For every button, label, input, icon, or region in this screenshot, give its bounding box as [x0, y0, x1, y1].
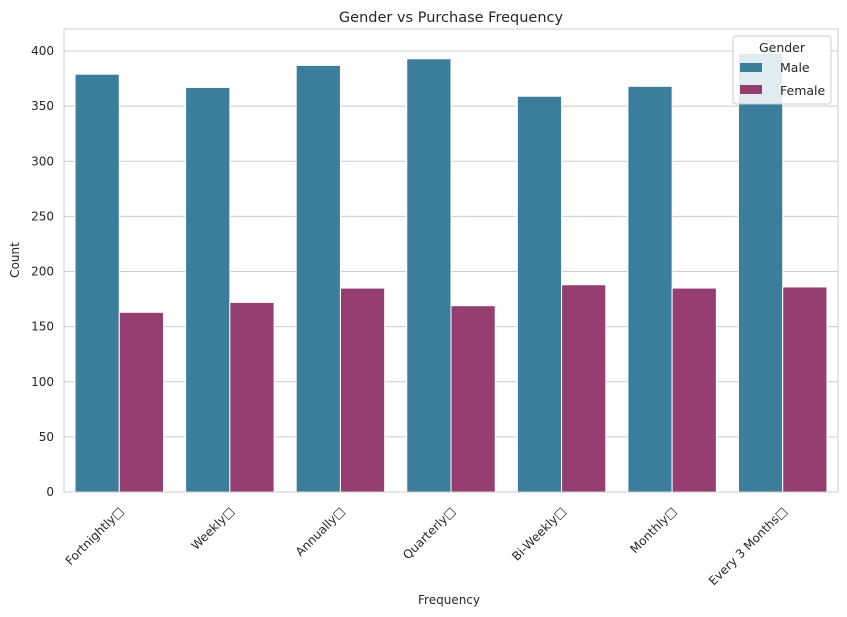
x-tick-label: Weekly□	[188, 504, 237, 553]
bar-female-2	[229, 301, 275, 493]
bar-male-3	[295, 64, 341, 493]
bar-male-5	[516, 95, 563, 493]
bar-male-1	[74, 73, 120, 493]
bar-female-4	[450, 305, 496, 493]
bar-male-2	[185, 86, 231, 493]
y-tick-label: 250	[31, 209, 54, 223]
bar-female-7	[782, 286, 828, 493]
legend-title: Gender	[759, 40, 806, 55]
legend-label-female: Female	[780, 83, 826, 98]
x-tick-label: Fortnightly□	[63, 504, 127, 568]
x-tick-label: Every 3 Months□	[706, 504, 790, 588]
y-axis-title: Count	[8, 242, 22, 278]
y-tick-label: 400	[31, 44, 54, 58]
y-tick-label: 150	[31, 320, 54, 334]
x-tick-label: Monthly□	[627, 504, 679, 556]
x-tick-labels: Fortnightly□ Weekly□ Annually□ Quarterly□ Bi…	[63, 504, 790, 588]
y-tick-label: 350	[31, 99, 54, 113]
x-tick-label: Quarterly□	[400, 504, 458, 562]
legend: Gender Male Female	[732, 35, 832, 105]
bar-female-3	[339, 287, 386, 493]
legend-label-male: Male	[780, 60, 810, 75]
y-tick-label: 0	[46, 485, 54, 499]
x-tick-label: Bi-Weekly□	[509, 504, 568, 563]
bar-female-5	[561, 284, 607, 493]
y-tick-labels: 0 50 100 150 200 250 300 350 400	[31, 44, 54, 499]
bar-male-4	[406, 58, 452, 493]
bar-female-1	[118, 311, 165, 493]
bars	[74, 52, 828, 493]
y-tick-label: 300	[31, 154, 54, 168]
bar-female-6	[671, 287, 717, 493]
y-tick-label: 200	[31, 265, 54, 279]
bar-male-7	[737, 52, 784, 493]
bar-male-6	[627, 85, 673, 493]
y-tick-label: 50	[39, 430, 54, 444]
chart-title: Gender vs Purchase Frequency	[339, 10, 564, 26]
x-axis-title: Frequency	[418, 593, 480, 607]
legend-swatch-male	[740, 63, 762, 72]
legend-swatch-female	[740, 85, 762, 94]
y-tick-label: 100	[31, 375, 54, 389]
x-tick-label: Annually□	[293, 504, 348, 559]
plot-frame	[63, 28, 839, 493]
